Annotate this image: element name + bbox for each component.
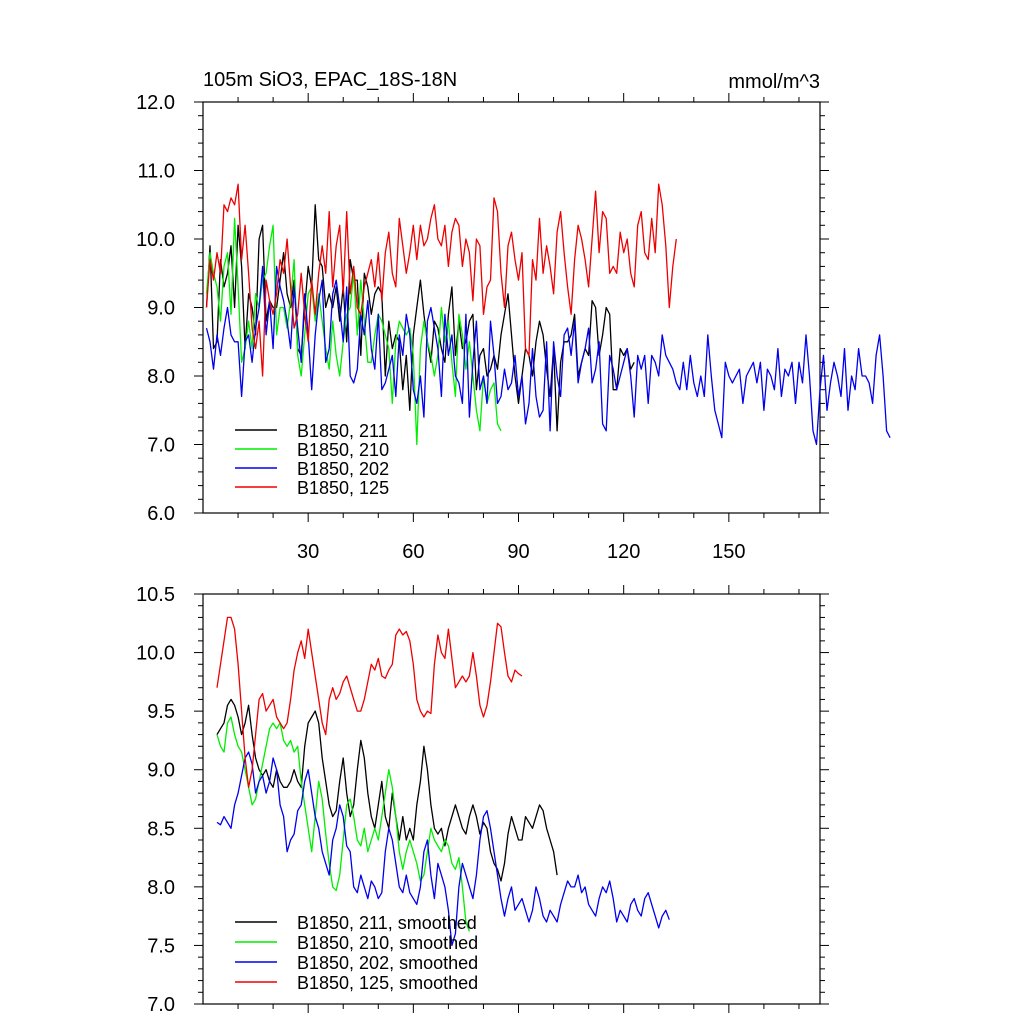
y-tick-label: 7.5 xyxy=(147,935,175,957)
legend-label: B1850, 210 xyxy=(297,440,389,460)
chart-title: 105m SiO3, EPAC_18S-18N xyxy=(203,69,457,91)
y-tick-label: 9.0 xyxy=(147,760,175,782)
legend-label: B1850, 211, smoothed xyxy=(297,913,477,933)
y-tick-label: 7.0 xyxy=(147,994,175,1016)
y-tick-label: 9.0 xyxy=(147,298,175,320)
y-tick-label: 11.0 xyxy=(138,161,175,183)
y-tick-label: 10.0 xyxy=(136,229,175,251)
plot-frame xyxy=(202,593,821,1005)
y-tick-label: 10.0 xyxy=(136,643,175,665)
legend-label: B1850, 210, smoothed xyxy=(297,933,478,953)
x-tick-label: 90 xyxy=(507,541,529,563)
series-line-s202 xyxy=(205,265,891,446)
legend-label: B1850, 202, smoothed xyxy=(297,953,478,973)
y-tick-label: 8.0 xyxy=(147,877,175,899)
y-tick-label: 7.0 xyxy=(147,435,175,457)
series-line-s210 xyxy=(205,217,502,446)
bottom-panel: 7.0 7.5 8.0 8.5 9.0 9.5 10.0 10.5 B1850, 211, sm… xyxy=(136,584,829,1016)
y-tick-label: 12.0 xyxy=(136,92,175,114)
y-tick-label: 8.5 xyxy=(147,818,175,840)
y-tick-label: 10.5 xyxy=(136,584,175,606)
x-tick-label: 150 xyxy=(712,541,745,563)
x-tick-label: 120 xyxy=(607,541,640,563)
legend-label: B1850, 202 xyxy=(297,459,389,479)
series-line-s211 xyxy=(216,698,558,882)
legend-label: B1850, 211 xyxy=(297,421,388,441)
chart-units: mmol/m^3 xyxy=(728,71,820,93)
y-tick-label: 9.5 xyxy=(147,701,175,723)
series-line-s125 xyxy=(216,616,523,788)
series-line-s202 xyxy=(216,751,670,947)
y-tick-label: 8.0 xyxy=(147,366,175,388)
x-tick-label: 30 xyxy=(297,541,319,563)
y-tick-label: 6.0 xyxy=(147,503,175,525)
series-line-s125 xyxy=(205,183,677,377)
x-tick-label: 60 xyxy=(402,541,424,563)
legend-label: B1850, 125, smoothed xyxy=(297,973,478,993)
legend-label: B1850, 125 xyxy=(297,478,389,498)
top-panel: 6.0 7.0 8.0 9.0 10.0 11.0 12.0 30 60 90 120 150 B185… xyxy=(136,92,891,563)
